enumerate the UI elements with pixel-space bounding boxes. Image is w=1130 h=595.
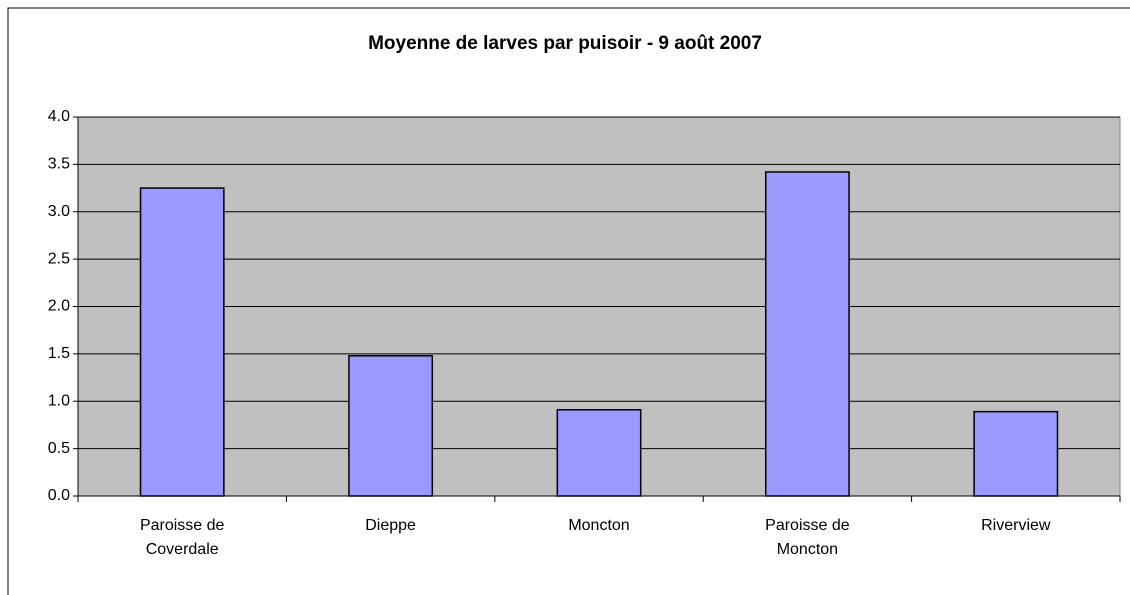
y-tick-label: 4.0: [48, 108, 70, 125]
y-tick-label: 3.0: [48, 203, 70, 220]
bar: [764, 171, 850, 497]
bar: [556, 409, 642, 497]
chart-title: Moyenne de larves par puisoir - 9 août 2…: [368, 33, 762, 54]
y-tick-label: 2.0: [48, 298, 70, 315]
y-tick-label: 0.5: [48, 440, 70, 457]
x-tick-label: Dieppe: [365, 517, 416, 534]
y-tick-label: 1.5: [48, 345, 70, 362]
y-tick-label: 1.0: [48, 392, 70, 409]
y-tick-label: 3.5: [48, 156, 70, 173]
x-tick-label: Paroisse de Coverdale: [139, 517, 225, 558]
bar: [973, 410, 1059, 497]
x-tick-label: Paroisse de Moncton: [765, 517, 850, 558]
y-tick-label: 0.0: [48, 487, 70, 504]
x-tick-label: Moncton: [568, 517, 630, 534]
y-tick-label: 2.5: [48, 250, 70, 267]
bar: [348, 355, 434, 497]
x-tick-label: Riverview: [981, 517, 1051, 534]
bar: [139, 187, 225, 497]
